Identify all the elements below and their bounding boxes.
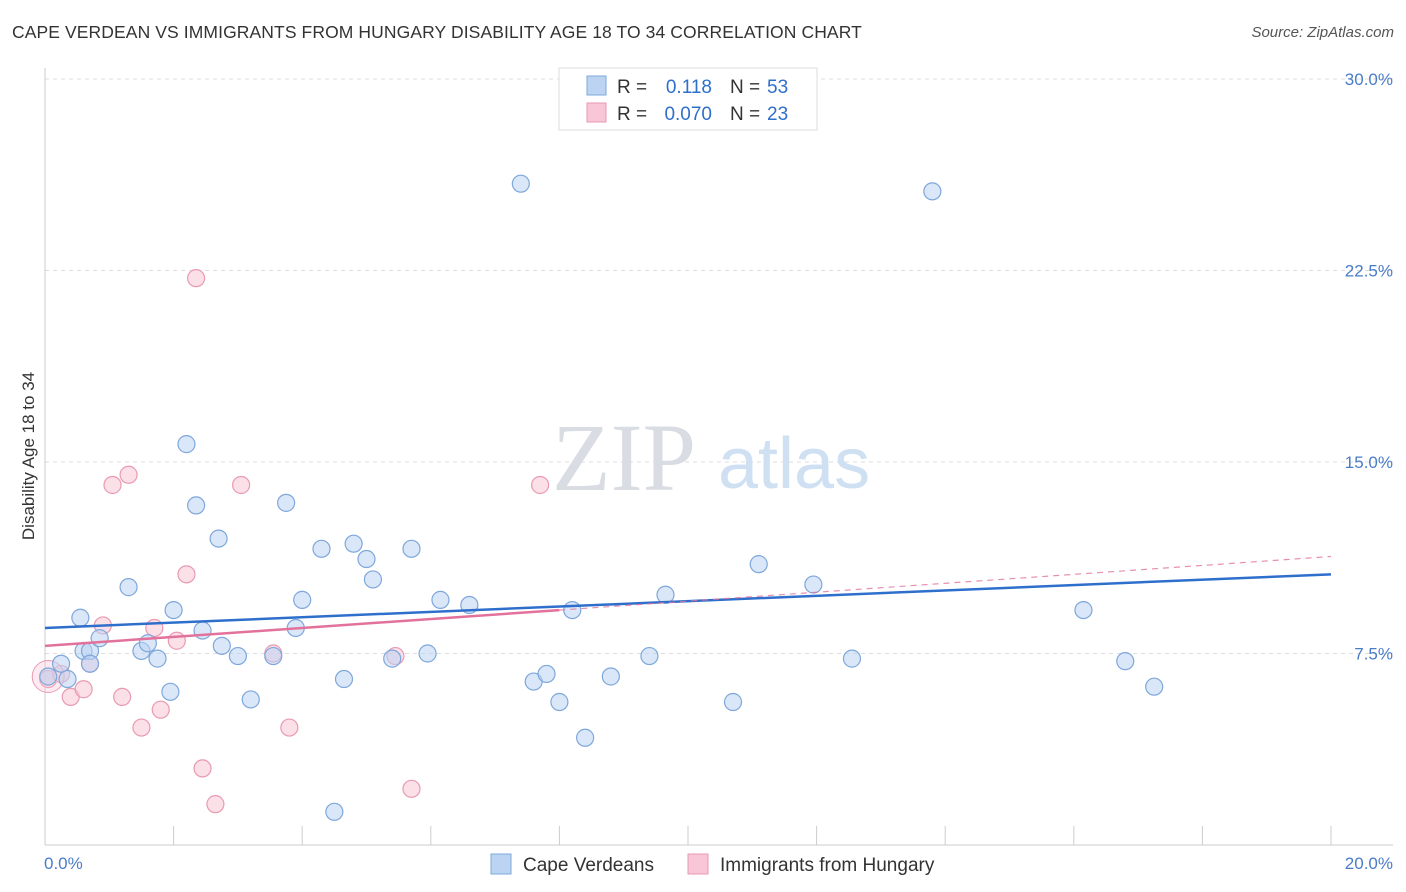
- data-point-cape-verdean: [334, 669, 354, 689]
- data-point-hungary: [132, 718, 151, 737]
- data-point-hungary: [113, 687, 132, 707]
- data-point-cape-verdean: [119, 578, 138, 597]
- data-point-cape-verdean: [923, 182, 942, 201]
- series-cape-verdeans: [39, 174, 1164, 821]
- trend-line-hungary-dashed: [559, 555, 1332, 611]
- legend-swatch-blue: [586, 75, 607, 96]
- data-point-hungary: [206, 795, 225, 814]
- data-point-cape-verdean: [842, 649, 862, 668]
- legend-swatch-pink: [586, 102, 607, 123]
- data-point-hungary: [103, 475, 122, 495]
- legend: R = 0.118 N = 53 R = 0.070 N = 23: [558, 67, 818, 131]
- data-point-cape-verdean: [39, 667, 58, 686]
- data-point-hungary: [167, 631, 186, 650]
- data-point-hungary: [119, 465, 138, 484]
- bottom-legend-swatch-pink: [687, 853, 709, 875]
- data-point-hungary: [151, 700, 170, 719]
- data-point-cape-verdean: [576, 728, 595, 747]
- data-point-hungary: [402, 779, 421, 798]
- legend-n-value-pink: 23: [767, 104, 788, 125]
- data-point-hungary: [280, 718, 299, 737]
- series-immigrants-from-hungary: [31, 269, 550, 814]
- legend-n-value-blue: 53: [767, 77, 788, 98]
- bottom-legend-label-pink: Immigrants from Hungary: [720, 855, 935, 876]
- data-point-cape-verdean: [241, 690, 260, 709]
- axes: 7.5% 15.0% 22.5% 30.0% 0.0% 20.0%: [44, 68, 1393, 873]
- watermark: ZIP atlas: [552, 404, 870, 511]
- data-point-cape-verdean: [601, 667, 620, 686]
- data-point-hungary: [177, 565, 196, 584]
- data-point-cape-verdean: [1145, 677, 1164, 696]
- legend-n-label-blue: N =: [730, 77, 760, 98]
- data-point-cape-verdean: [209, 529, 228, 548]
- data-point-cape-verdean: [418, 644, 437, 663]
- chart-title: CAPE VERDEAN VS IMMIGRANTS FROM HUNGARY …: [12, 22, 862, 42]
- legend-n-label-pink: N =: [730, 104, 760, 125]
- data-point-cape-verdean: [264, 646, 283, 666]
- data-point-cape-verdean: [277, 493, 296, 512]
- data-point-cape-verdean: [80, 654, 100, 673]
- data-point-cape-verdean: [357, 549, 376, 569]
- data-point-cape-verdean: [431, 590, 450, 609]
- data-point-cape-verdean: [511, 174, 530, 193]
- bottom-legend: Cape Verdeans Immigrants from Hungary: [490, 853, 935, 876]
- data-point-cape-verdean: [537, 664, 556, 684]
- data-point-cape-verdean: [228, 646, 247, 666]
- data-point-cape-verdean: [640, 646, 659, 666]
- data-point-cape-verdean: [148, 649, 167, 668]
- data-point-cape-verdean: [1116, 652, 1135, 671]
- data-point-cape-verdean: [71, 608, 90, 627]
- bottom-legend-swatch-blue: [490, 853, 512, 875]
- x-tick-label-max: 20.0%: [1345, 854, 1393, 873]
- trend-line-hungary-solid: [44, 608, 560, 648]
- trend-lines: [44, 555, 1332, 648]
- data-point-hungary: [232, 475, 251, 495]
- y-tick-label: 7.5%: [1354, 645, 1393, 664]
- data-point-cape-verdean: [325, 802, 344, 821]
- watermark-atlas: atlas: [718, 424, 870, 504]
- data-point-cape-verdean: [804, 575, 823, 594]
- bottom-legend-label-blue: Cape Verdeans: [523, 855, 654, 876]
- x-tick-label-min: 0.0%: [44, 854, 83, 873]
- data-point-cape-verdean: [383, 649, 402, 668]
- data-point-cape-verdean: [90, 629, 109, 648]
- data-point-cape-verdean: [187, 496, 206, 515]
- data-point-cape-verdean: [363, 570, 383, 589]
- y-tick-label: 15.0%: [1345, 453, 1393, 472]
- data-point-cape-verdean: [164, 600, 183, 620]
- grid: [45, 78, 1393, 654]
- data-point-hungary: [74, 680, 93, 699]
- legend-r-label-pink: R =: [617, 104, 647, 125]
- data-point-cape-verdean: [402, 539, 421, 558]
- legend-r-label-blue: R =: [617, 77, 647, 98]
- data-point-cape-verdean: [749, 555, 768, 574]
- data-point-cape-verdean: [58, 669, 77, 689]
- data-point-cape-verdean: [51, 654, 71, 673]
- legend-r-value-blue: 0.118: [666, 77, 712, 98]
- data-point-hungary: [531, 475, 550, 495]
- trend-line-cape-verdeans: [44, 573, 1332, 630]
- data-point-cape-verdean: [212, 636, 231, 655]
- data-point-cape-verdean: [1074, 600, 1093, 620]
- data-point-cape-verdean: [563, 600, 582, 620]
- y-tick-label: 30.0%: [1345, 70, 1393, 89]
- data-point-cape-verdean: [293, 590, 312, 609]
- legend-r-value-pink: 0.070: [664, 104, 712, 125]
- data-point-hungary: [187, 269, 206, 288]
- data-point-hungary: [193, 759, 212, 778]
- data-point-cape-verdean: [177, 435, 196, 454]
- y-tick-label: 22.5%: [1345, 262, 1393, 281]
- data-point-cape-verdean: [723, 692, 743, 712]
- data-point-cape-verdean: [312, 539, 331, 558]
- data-point-cape-verdean: [344, 534, 363, 553]
- watermark-zip: ZIP: [552, 404, 696, 511]
- source-credit: Source: ZipAtlas.com: [1251, 24, 1394, 41]
- data-point-cape-verdean: [161, 682, 180, 701]
- y-axis-label: Disability Age 18 to 34: [19, 372, 38, 540]
- data-point-cape-verdean: [550, 692, 569, 712]
